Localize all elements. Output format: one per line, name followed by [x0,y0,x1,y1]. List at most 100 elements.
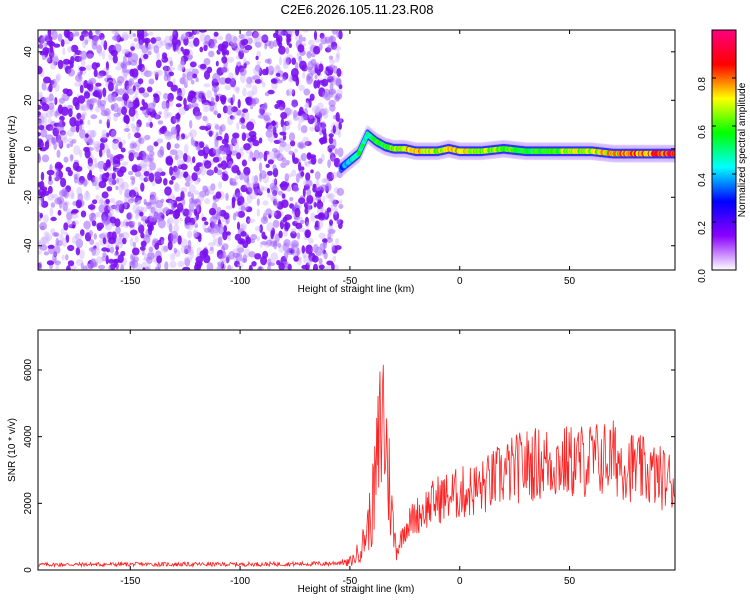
noise-blob [191,172,198,182]
noise-blob [264,43,268,50]
noise-blob [217,113,222,119]
noise-blob [98,32,105,41]
noise-blob [292,220,299,227]
noise-blob [176,169,183,180]
snr-frame [37,329,676,571]
noise-blob [93,157,97,163]
noise-blob [135,123,140,133]
noise-blob [60,228,65,235]
noise-blob [303,88,311,96]
noise-blob [335,238,340,245]
noise-blob [215,95,220,102]
noise-blob [203,160,212,169]
noise-blob [180,163,188,170]
noise-blob [118,185,123,195]
noise-blob [117,242,123,249]
noise-blob [235,65,240,76]
noise-blob [274,198,279,208]
noise-blob [207,225,212,233]
noise-blob [195,143,201,151]
noise-blob [184,216,192,226]
noise-blob [147,252,155,260]
noise-blob [115,65,122,71]
noise-blob [288,173,293,178]
noise-blob [92,247,101,256]
noise-blob [225,192,229,201]
noise-blob [281,157,287,163]
noise-blob [309,93,315,102]
noise-blob [222,155,227,161]
noise-blob [153,141,159,147]
noise-blob [76,112,82,120]
noise-blob [298,84,305,92]
noise-blob [198,191,205,198]
noise-blob [244,183,251,189]
noise-blob [300,113,308,122]
noise-blob [275,64,280,71]
noise-blob [100,232,109,237]
noise-blob [169,166,174,176]
noise-blob [196,202,200,212]
noise-blob [290,231,297,239]
noise-blob [46,235,50,244]
noise-blob [184,244,192,254]
noise-blob [98,204,106,214]
noise-blob [122,237,127,245]
noise-blob [148,172,155,183]
noise-blob [252,66,261,76]
noise-blob [242,87,247,97]
noise-blob [169,60,173,67]
noise-blob [309,126,315,132]
noise-blob [275,72,281,77]
colorbar-tick-label: 0.0 [697,269,708,283]
noise-blob [185,222,194,231]
noise-blob [99,142,105,151]
noise-blob [58,119,63,125]
y-tick-label: 2000 [23,492,34,515]
noise-blob [244,111,250,121]
noise-blob [62,58,71,65]
noise-blob [38,35,45,45]
noise-blob [317,158,323,165]
noise-blob [217,236,223,246]
noise-blob [183,36,189,46]
noise-blob [295,30,300,37]
noise-blob [255,41,262,48]
noise-blob [319,127,323,136]
noise-blob [78,103,87,111]
noise-blob [191,192,195,203]
x-tick-label: -150 [120,576,140,587]
noise-blob [233,86,240,92]
noise-blob [283,124,291,130]
noise-blob [266,125,275,132]
noise-blob [94,143,101,153]
x-tick-label: -100 [230,576,250,587]
noise-blob [298,34,303,44]
noise-blob [307,60,314,71]
noise-blob [291,89,296,97]
noise-blob [237,148,243,154]
noise-blob [38,261,43,270]
noise-blob [170,126,177,135]
noise-blob [71,138,77,144]
noise-blob [66,88,73,97]
noise-blob [38,104,42,110]
noise-blob [94,176,98,187]
noise-blob [209,247,215,254]
noise-blob [202,185,209,193]
noise-blob [94,161,98,168]
noise-blob [280,162,287,169]
noise-blob [272,219,280,228]
noise-blob [100,110,109,117]
noise-blob [44,141,50,150]
noise-blob [158,111,162,116]
noise-blob [59,233,64,242]
noise-blob [266,150,270,157]
noise-blob [329,151,335,157]
noise-blob [271,178,277,184]
noise-blob [139,211,144,217]
noise-blob [243,143,251,151]
noise-blob [289,197,294,202]
noise-blob [109,153,114,164]
noise-blob [188,184,196,193]
